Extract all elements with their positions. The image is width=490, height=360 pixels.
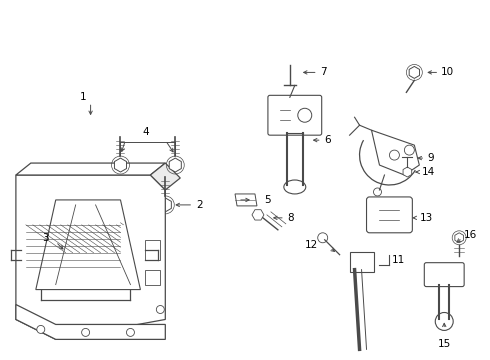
Polygon shape bbox=[169, 158, 181, 172]
Polygon shape bbox=[36, 200, 141, 289]
Text: 11: 11 bbox=[392, 255, 405, 265]
Text: 15: 15 bbox=[438, 339, 451, 350]
Circle shape bbox=[390, 150, 399, 160]
Circle shape bbox=[404, 145, 415, 155]
Circle shape bbox=[318, 233, 328, 243]
Text: 8: 8 bbox=[287, 213, 294, 223]
Circle shape bbox=[435, 312, 453, 330]
Circle shape bbox=[298, 108, 312, 122]
Polygon shape bbox=[16, 175, 165, 339]
FancyBboxPatch shape bbox=[424, 263, 464, 287]
Polygon shape bbox=[159, 198, 171, 212]
FancyBboxPatch shape bbox=[268, 95, 322, 135]
Polygon shape bbox=[235, 194, 257, 206]
Text: 6: 6 bbox=[325, 135, 331, 145]
Circle shape bbox=[24, 258, 38, 272]
Circle shape bbox=[126, 328, 134, 336]
Text: 9: 9 bbox=[427, 153, 434, 163]
Text: 13: 13 bbox=[419, 213, 433, 223]
Bar bbox=[349, 252, 374, 272]
Text: 2: 2 bbox=[196, 200, 203, 210]
Circle shape bbox=[82, 328, 90, 336]
Circle shape bbox=[373, 188, 382, 196]
Polygon shape bbox=[130, 207, 160, 235]
Polygon shape bbox=[455, 233, 464, 243]
Polygon shape bbox=[16, 305, 165, 339]
Polygon shape bbox=[21, 220, 146, 289]
FancyBboxPatch shape bbox=[367, 197, 413, 233]
Circle shape bbox=[37, 325, 45, 333]
Text: 5: 5 bbox=[264, 195, 270, 205]
Circle shape bbox=[121, 289, 130, 300]
Text: 7: 7 bbox=[319, 67, 326, 77]
Polygon shape bbox=[403, 167, 412, 177]
Bar bbox=[146, 240, 160, 260]
Circle shape bbox=[156, 306, 164, 314]
Text: 3: 3 bbox=[42, 233, 49, 243]
Circle shape bbox=[31, 289, 41, 300]
Polygon shape bbox=[115, 158, 126, 172]
Polygon shape bbox=[252, 210, 264, 220]
Text: 14: 14 bbox=[421, 167, 435, 177]
Text: 10: 10 bbox=[441, 67, 454, 77]
Text: 1: 1 bbox=[79, 92, 86, 102]
Text: 12: 12 bbox=[304, 240, 318, 250]
Text: 4: 4 bbox=[142, 127, 148, 137]
Polygon shape bbox=[150, 163, 180, 190]
Polygon shape bbox=[16, 163, 165, 175]
Polygon shape bbox=[371, 130, 419, 175]
Text: 16: 16 bbox=[464, 230, 477, 240]
Polygon shape bbox=[21, 207, 146, 220]
Bar bbox=[146, 270, 160, 285]
Polygon shape bbox=[409, 67, 419, 78]
Ellipse shape bbox=[284, 180, 306, 194]
